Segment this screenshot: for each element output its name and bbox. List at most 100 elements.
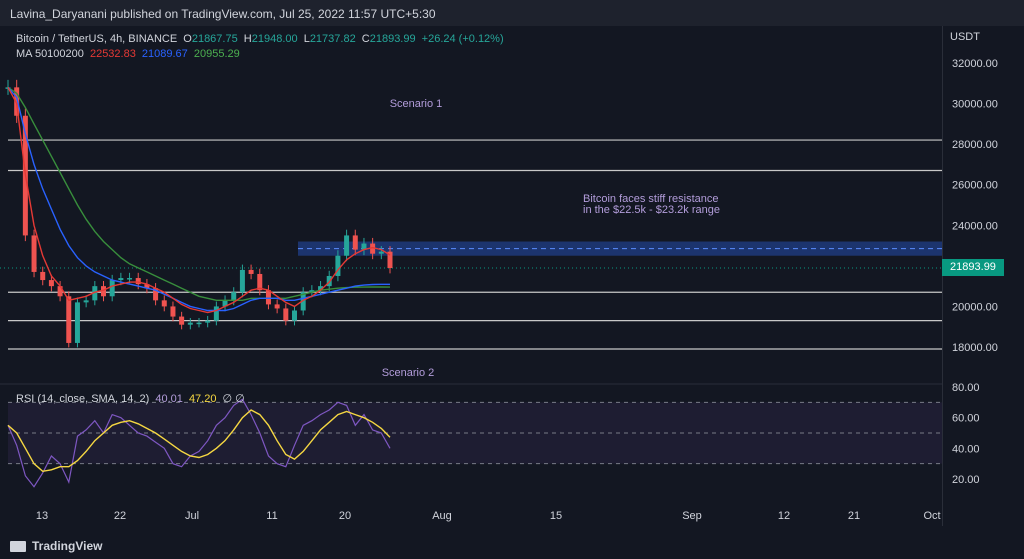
time-tick-label: 22	[114, 510, 126, 522]
candle-body	[257, 273, 263, 291]
time-tick-label: 12	[778, 510, 790, 522]
scenario2-label: Scenario 2	[382, 367, 435, 379]
last-price-tag: 21893.99	[942, 259, 1004, 276]
candle-body	[318, 286, 324, 291]
time-tick-label: Oct	[923, 510, 940, 522]
candle-body	[387, 251, 393, 269]
close-value: 21893.99	[369, 33, 416, 45]
high-label: H	[243, 33, 252, 45]
candle-body	[222, 300, 228, 307]
candle-body	[274, 304, 280, 309]
candle-body	[74, 302, 80, 343]
candle-body	[109, 280, 115, 297]
candle-body	[370, 243, 376, 254]
price-series	[5, 79, 393, 348]
resistance-zone	[298, 241, 942, 256]
candle-body	[283, 308, 289, 321]
resistance-note-line1: Bitcoin faces stiff resistance	[583, 193, 719, 205]
ma100-line	[7, 86, 390, 312]
currency-label: USDT	[950, 31, 980, 43]
scenario1-label: Scenario 1	[390, 98, 443, 110]
publish-info: Lavina_Daryanani published on TradingVie…	[10, 7, 436, 21]
change-value: +26.24 (+0.12%)	[421, 33, 504, 45]
candle-body	[196, 322, 202, 325]
time-tick-label: 13	[36, 510, 48, 522]
price-tick-label: 26000.00	[952, 180, 998, 192]
rsi-line	[7, 398, 391, 488]
ma-legend[interactable]: MA 50100200 22532.83 21089.67 20955.29	[16, 48, 243, 60]
price-axis[interactable]	[942, 26, 1024, 526]
candle-body	[127, 278, 133, 280]
rsi-tick-label: 40.00	[952, 443, 980, 455]
candle-body	[14, 87, 20, 116]
rsi-extra: ∅ ∅	[222, 393, 245, 405]
candle-body	[144, 284, 150, 289]
candle-body	[179, 316, 185, 325]
rsi-label: RSI (14, close, SMA, 14, 2)	[16, 393, 150, 405]
candle-body	[40, 271, 46, 281]
candle-body	[170, 306, 176, 317]
ma200-line	[7, 86, 391, 301]
symbol-name: Bitcoin / TetherUS, 4h, BINANCE	[16, 33, 178, 45]
price-tick-label: 28000.00	[952, 139, 998, 151]
rsi-value: 40.01	[155, 393, 183, 405]
rsi-sma-line	[7, 409, 391, 473]
candle-body	[57, 286, 63, 297]
candle-body	[239, 269, 245, 293]
price-tick-label: 30000.00	[952, 99, 998, 111]
time-tick-label: Sep	[682, 510, 702, 522]
candle-body	[309, 290, 315, 293]
rsi-tick-label: 80.00	[952, 382, 980, 394]
candle-body	[378, 251, 384, 254]
candle-body	[83, 300, 89, 303]
rsi-legend[interactable]: RSI (14, close, SMA, 14, 2) 40.01 47.20 …	[16, 392, 248, 405]
candle-body	[66, 296, 72, 343]
open-label: O	[183, 33, 192, 45]
candle-body	[352, 235, 358, 250]
symbol-legend[interactable]: Bitcoin / TetherUS, 4h, BINANCE O21867.7…	[16, 33, 507, 45]
tradingview-logo[interactable]: TradingView	[10, 539, 102, 553]
close-label: C	[361, 33, 370, 45]
candle-body	[31, 235, 37, 272]
low-label: L	[303, 33, 310, 45]
rsi-tick-label: 60.00	[952, 413, 980, 425]
ma50-value: 22532.83	[89, 48, 136, 60]
rsi-sma-value: 47.20	[188, 393, 217, 405]
candle-body	[101, 286, 106, 297]
time-tick-label: 11	[266, 510, 277, 522]
rsi-axis-ticks: 80.00 60.00 40.00 20.00	[952, 382, 980, 486]
brand-name: TradingView	[32, 539, 103, 553]
tradingview-icon	[10, 540, 26, 552]
low-value: 21737.82	[309, 33, 356, 45]
open-value: 21867.75	[191, 33, 238, 45]
resistance-note-line2: in the $22.5k - $23.2k range	[583, 204, 720, 216]
time-tick-label: 15	[550, 510, 562, 522]
footer	[0, 526, 1024, 559]
candle-body	[153, 288, 159, 301]
price-axis-ticks: 32000.00 30000.00 28000.00 26000.00 24000.00…	[952, 58, 998, 354]
ma-label: MA 50100200	[16, 48, 84, 60]
ma200-value: 20955.29	[193, 48, 240, 60]
candle-body	[292, 310, 297, 321]
ma50-line	[7, 86, 391, 314]
candle-body	[161, 300, 167, 307]
candle-body	[300, 292, 306, 311]
candle-body	[344, 235, 350, 256]
price-tick-label: 24000.00	[952, 220, 998, 232]
publish-header: Lavina_Daryanani published on TradingVie…	[0, 0, 1024, 26]
time-tick-label: 21	[848, 510, 860, 522]
candle-body	[205, 320, 211, 323]
candle-body	[361, 243, 367, 250]
rsi-band-lines	[8, 401, 942, 465]
candle-body	[48, 280, 54, 287]
time-tick-label: Aug	[432, 510, 452, 522]
candle-body	[187, 322, 193, 325]
candle-body	[265, 290, 271, 305]
time-tick-label: 20	[339, 510, 351, 522]
time-tick-label: Jul	[185, 510, 199, 522]
candle-body	[248, 269, 254, 274]
candle-body	[135, 278, 141, 285]
ma100-value: 21089.67	[141, 48, 188, 60]
time-axis-ticks: 13 22 Jul 11 20 Aug 15 Sep 12 21 Oct	[36, 510, 941, 522]
